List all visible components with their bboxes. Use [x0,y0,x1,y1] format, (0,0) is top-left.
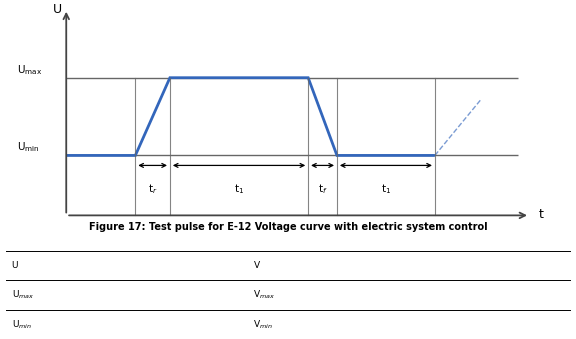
Text: t$_f$: t$_f$ [318,182,327,196]
Text: t: t [539,208,543,221]
Text: V: V [253,261,260,270]
Text: t$_r$: t$_r$ [148,182,157,196]
Text: Figure 17: Test pulse for E-12 Voltage curve with electric system control: Figure 17: Test pulse for E-12 Voltage c… [89,222,487,232]
Text: V$_{min}$: V$_{min}$ [253,318,273,331]
Text: U$_{\mathrm{min}}$: U$_{\mathrm{min}}$ [17,141,40,154]
Text: V$_{max}$: V$_{max}$ [253,289,275,301]
Text: U$_{max}$: U$_{max}$ [12,289,34,301]
Text: t$_1$: t$_1$ [381,182,391,196]
Text: U: U [53,3,62,16]
Text: t$_1$: t$_1$ [234,182,244,196]
Text: U: U [12,261,18,270]
Text: U$_{min}$: U$_{min}$ [12,318,32,331]
Text: U$_{\mathrm{max}}$: U$_{\mathrm{max}}$ [17,63,43,77]
